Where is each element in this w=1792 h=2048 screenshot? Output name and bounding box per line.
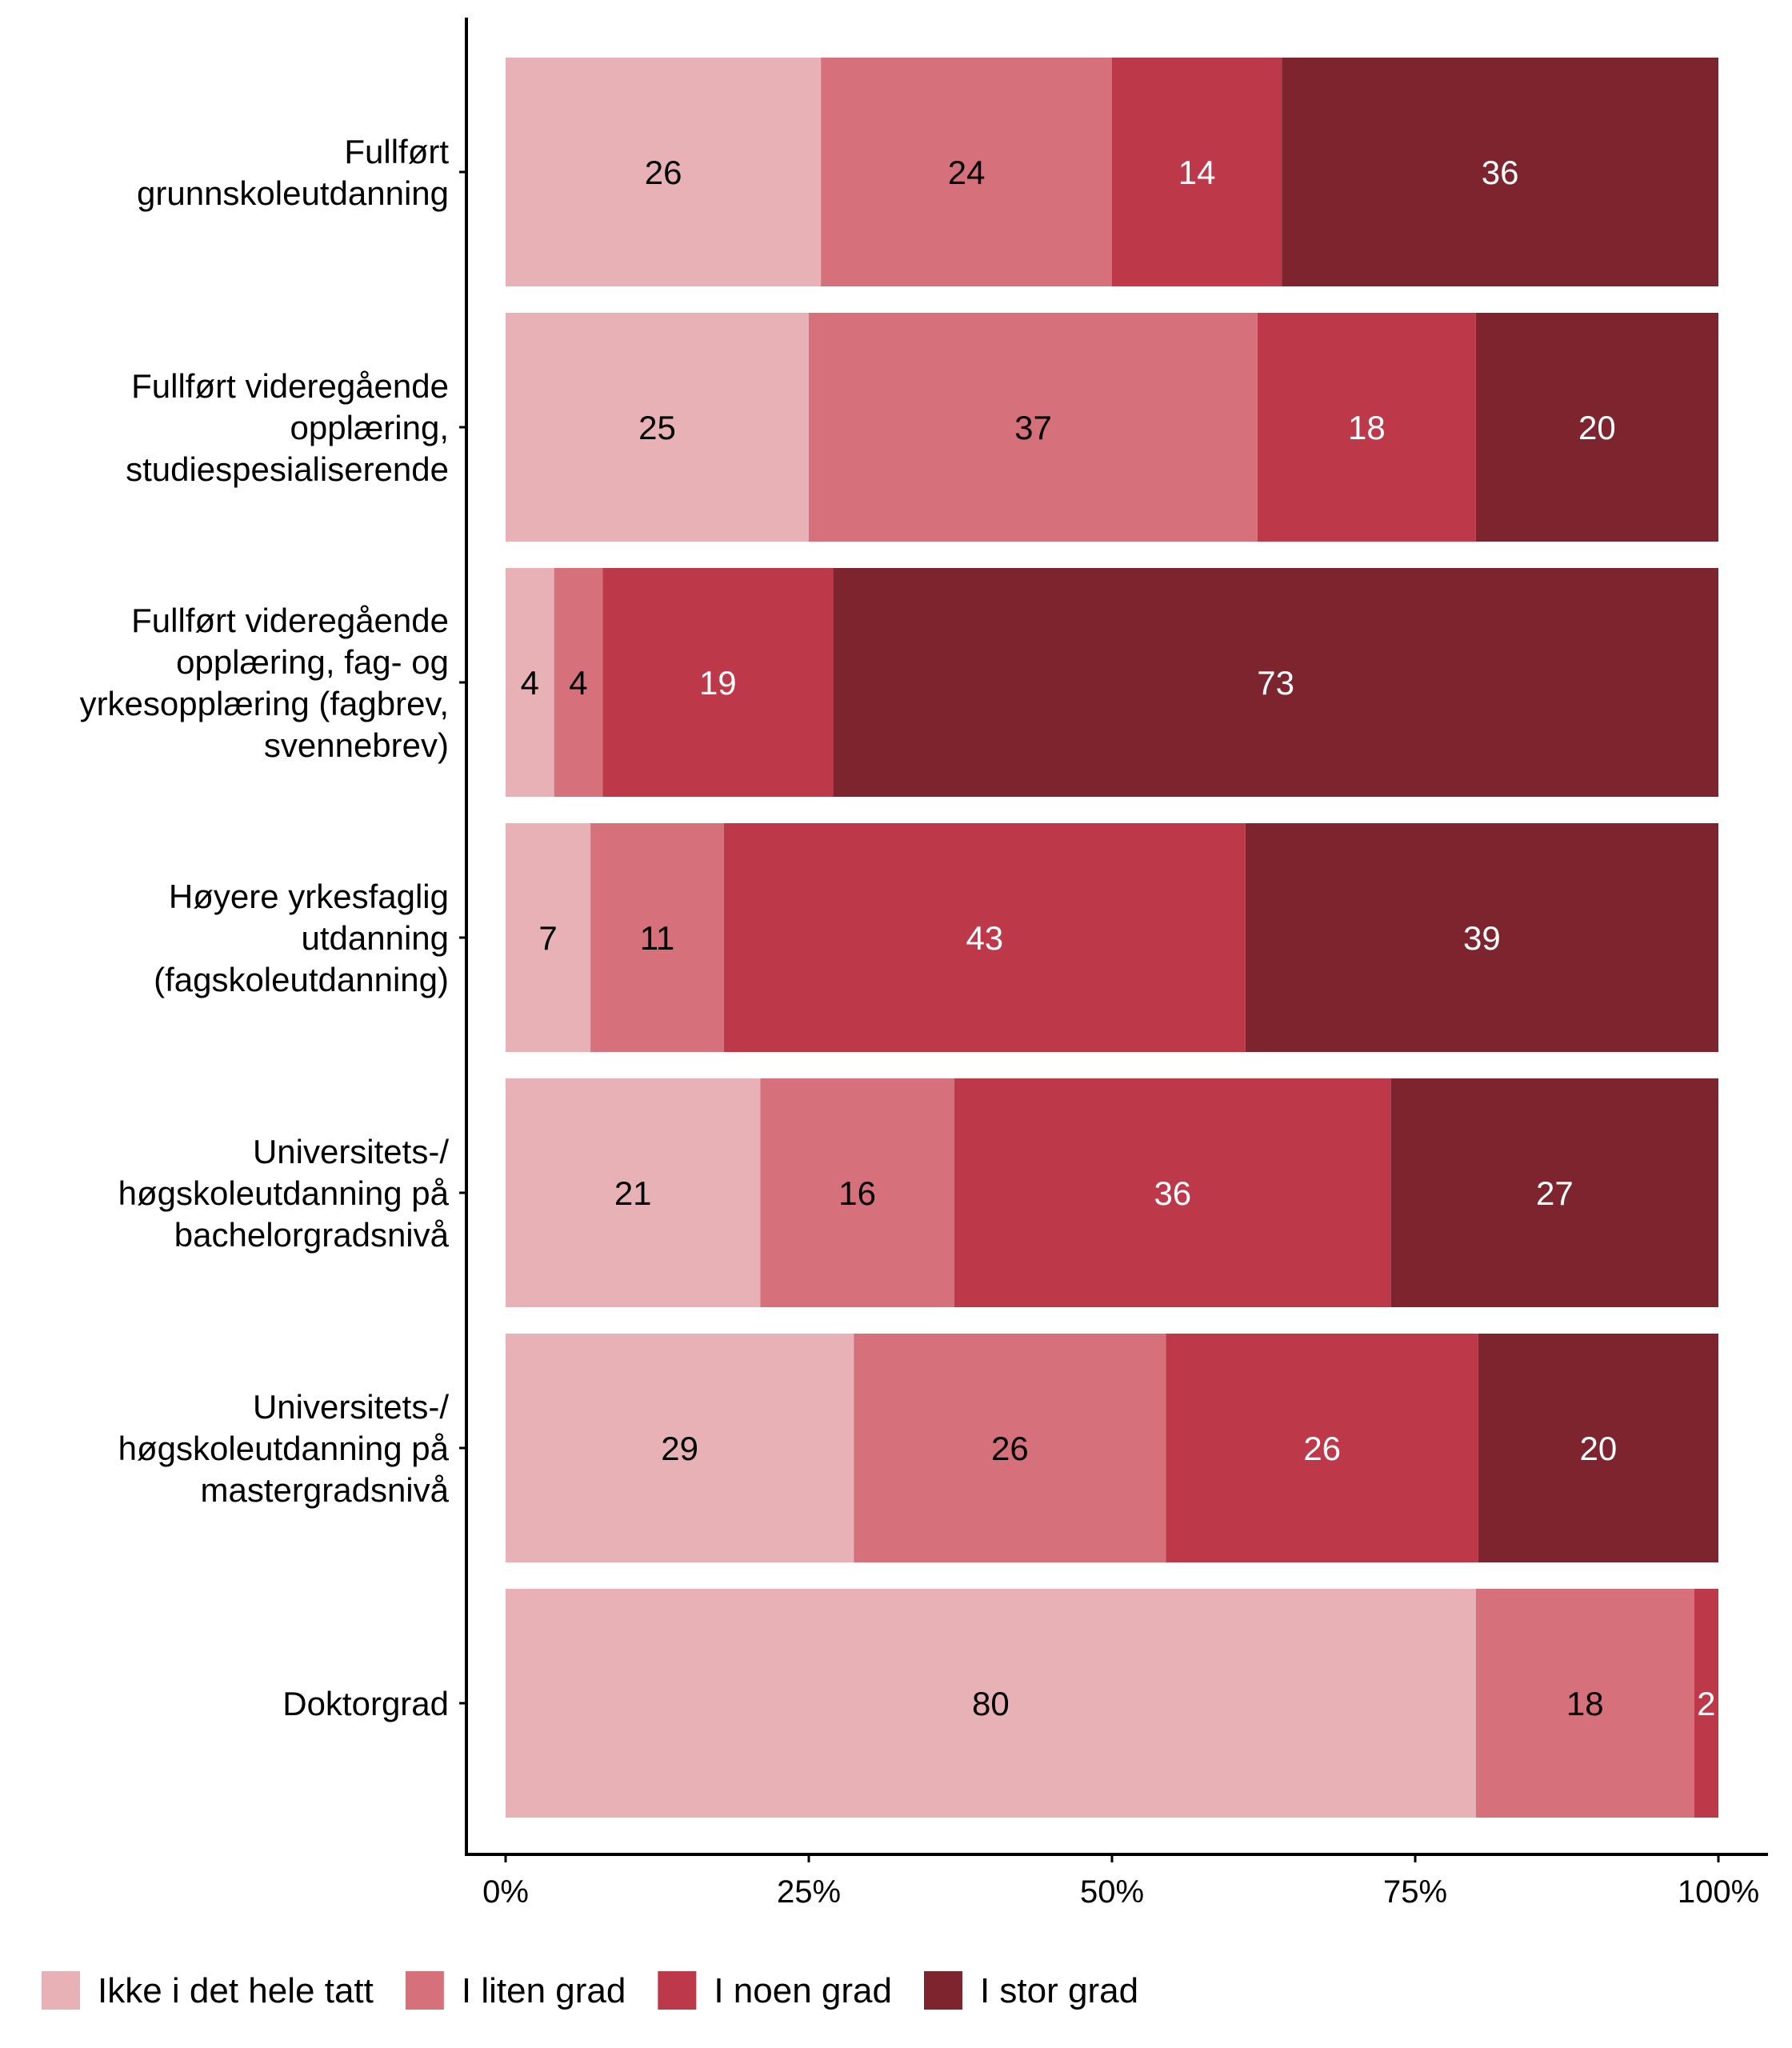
category-label-line: Universitets-/ <box>253 1133 449 1170</box>
x-tick-label: 0% <box>482 1874 529 1910</box>
category-label: Universitets-/ høgskoleutdanning på bachel… <box>118 1133 450 1254</box>
bar-segment <box>506 1334 854 1562</box>
legend-label: I noen grad <box>714 1971 892 2010</box>
category-label-line: yrkesopplæring (fagbrev, <box>80 685 449 722</box>
bar-segment <box>1282 58 1718 286</box>
category-label: Fullført videregående opplæring, fag- og y… <box>80 602 449 764</box>
data-label: 4 <box>569 664 587 702</box>
category-label-line: høgskoleutdanning på <box>118 1174 450 1212</box>
data-label: 11 <box>640 919 675 957</box>
x-tick-label: 100% <box>1678 1874 1759 1910</box>
bar-segment <box>854 1334 1166 1562</box>
category-label-line: utdanning <box>301 919 449 957</box>
category-label-line: Doktorgrad <box>282 1685 449 1722</box>
data-label: 20 <box>1578 409 1616 446</box>
legend-swatch <box>42 1971 80 2010</box>
bar-segment <box>506 58 822 286</box>
data-label: 4 <box>521 664 539 702</box>
data-label: 20 <box>1580 1430 1618 1467</box>
legend: Ikke i det hele tatt I liten grad I noen g… <box>42 1971 1138 2010</box>
data-label: 26 <box>991 1430 1029 1467</box>
data-label: 24 <box>948 154 986 191</box>
legend-label: Ikke i det hele tatt <box>98 1971 374 2010</box>
data-label: 73 <box>1257 664 1294 702</box>
legend-swatch <box>405 1971 444 2010</box>
bars-layer <box>506 58 1718 1818</box>
x-tick-label: 75% <box>1383 1874 1447 1910</box>
data-label: 7 <box>538 919 557 957</box>
category-label-line: grunnskoleutdanning <box>137 174 449 212</box>
category-label-line: Fullført videregående <box>131 367 449 405</box>
category-label-line: opplæring, <box>290 409 449 446</box>
bar-segment <box>1166 1334 1478 1562</box>
y-axis: Fullført grunnskoleutdanning Fullført vide… <box>80 18 468 1854</box>
data-label: 36 <box>1154 1174 1191 1212</box>
bar-segment <box>1475 1589 1694 1818</box>
x-tick-label: 50% <box>1080 1874 1144 1910</box>
bar-segment <box>1257 313 1476 542</box>
data-label: 39 <box>1463 919 1501 957</box>
bar-segment <box>602 568 834 797</box>
data-label: 26 <box>1303 1430 1341 1467</box>
legend-swatch <box>658 1971 697 2010</box>
data-label: 18 <box>1348 409 1386 446</box>
category-label: Universitets-/ høgskoleutdanning på master… <box>118 1388 450 1509</box>
category-label: Doktorgrad <box>282 1685 449 1722</box>
bar-segment <box>1390 1078 1718 1307</box>
bar-segment <box>554 568 603 797</box>
category-label: Fullført videregående opplæring, studiespe… <box>126 367 449 488</box>
legend-label: I liten grad <box>462 1971 626 2010</box>
data-label: 2 <box>1697 1685 1715 1722</box>
bar-segment <box>506 313 809 542</box>
bar-segment <box>833 568 1718 797</box>
data-label: 19 <box>699 664 737 702</box>
data-labels-layer: 26 24 14 36 25 37 18 20 4 4 19 73 7 11 43 39 21 16 36 27 29 2… <box>521 154 1716 1722</box>
bar-segment <box>809 313 1258 542</box>
x-tick-label: 25% <box>777 1874 841 1910</box>
bar-segment <box>723 823 1246 1052</box>
category-label-line: høgskoleutdanning på <box>118 1430 450 1467</box>
category-label-line: Høyere yrkesfaglig <box>169 878 449 915</box>
data-label: 29 <box>661 1430 698 1467</box>
legend-swatch <box>923 1971 962 2010</box>
bar-segment <box>1245 823 1718 1052</box>
data-label: 26 <box>645 154 682 191</box>
bar-segment <box>760 1078 954 1307</box>
legend-label: I stor grad <box>980 1971 1138 2010</box>
bar-segment <box>1478 1334 1718 1562</box>
category-label: Fullført grunnskoleutdanning <box>137 133 449 212</box>
category-label-line: Universitets-/ <box>253 1388 449 1426</box>
bar-segment <box>506 1078 761 1307</box>
data-label: 37 <box>1014 409 1052 446</box>
category-label-line: studiespesialiserende <box>126 450 449 488</box>
data-label: 21 <box>614 1174 652 1212</box>
data-label: 43 <box>966 919 1003 957</box>
bar-segment <box>506 1589 1476 1818</box>
data-label: 25 <box>638 409 676 446</box>
category-label-line: (fagskoleutdanning) <box>154 961 449 998</box>
bar-segment <box>1475 313 1718 542</box>
bar-segment <box>506 568 554 797</box>
category-label-line: svennebrev) <box>264 726 449 764</box>
data-label: 80 <box>972 1685 1010 1722</box>
data-label: 36 <box>1482 154 1519 191</box>
bar-segment <box>821 58 1112 286</box>
data-label: 18 <box>1566 1685 1604 1722</box>
bar-segment <box>506 823 591 1052</box>
data-label: 27 <box>1536 1174 1574 1212</box>
bar-segment <box>954 1078 1391 1307</box>
data-label: 14 <box>1178 154 1216 191</box>
category-label-line: mastergradsnivå <box>201 1471 450 1509</box>
bar-segment <box>1112 58 1282 286</box>
data-label: 16 <box>838 1174 876 1212</box>
category-label-line: opplæring, fag- og <box>176 643 449 681</box>
category-label-line: Fullført videregående <box>131 602 449 639</box>
bar-segment <box>590 823 724 1052</box>
category-label-line: Fullført <box>344 133 449 170</box>
category-label: Høyere yrkesfaglig utdanning (fagskoleutda… <box>154 878 449 998</box>
bar-segment <box>1694 1589 1718 1818</box>
category-label-line: bachelorgradsnivå <box>174 1216 450 1254</box>
x-axis: 0% 25% 50% 75% 100% <box>465 1853 1768 1910</box>
